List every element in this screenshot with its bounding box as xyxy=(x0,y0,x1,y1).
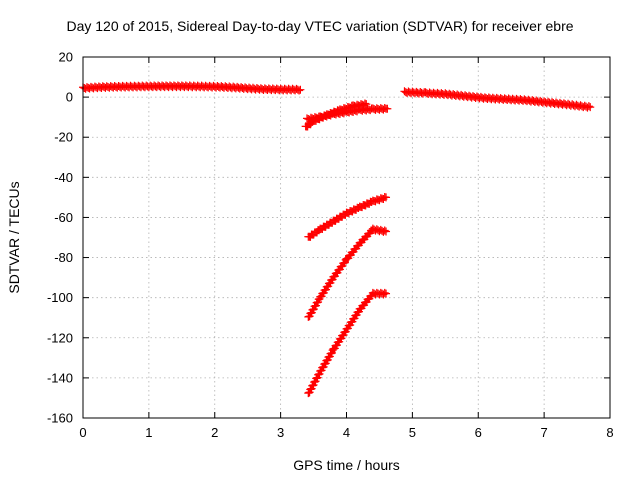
y-axis-label: SDTVAR / TECUs xyxy=(6,181,22,293)
x-tick-label: 1 xyxy=(145,425,152,440)
y-tick-label: -80 xyxy=(54,250,73,265)
data-point xyxy=(382,289,391,298)
y-tick-label: -140 xyxy=(47,370,73,385)
x-tick-label: 7 xyxy=(541,425,548,440)
x-tick-label: 3 xyxy=(277,425,284,440)
y-tick-label: 20 xyxy=(59,50,73,65)
series-6 xyxy=(304,224,391,321)
series-5 xyxy=(304,192,391,241)
y-tick-label: -60 xyxy=(54,210,73,225)
series-3 xyxy=(302,104,392,124)
ticks xyxy=(82,56,611,419)
x-tick-label: 2 xyxy=(211,425,218,440)
y-tick-label: -120 xyxy=(47,330,73,345)
data-point xyxy=(296,85,305,94)
x-axis-label: GPS time / hours xyxy=(293,457,400,473)
data-point xyxy=(380,226,389,235)
data-layer xyxy=(79,81,595,398)
x-tick-label: 6 xyxy=(475,425,482,440)
data-point xyxy=(380,288,389,297)
data-point xyxy=(586,103,595,112)
series-1 xyxy=(79,81,305,95)
y-tick-label: -20 xyxy=(54,130,73,145)
x-tick-label: 5 xyxy=(409,425,416,440)
data-point xyxy=(382,193,391,202)
y-tick-label: -100 xyxy=(47,290,73,305)
series-4 xyxy=(400,87,595,112)
data-point xyxy=(295,86,304,95)
chart-title: Day 120 of 2015, Sidereal Day-to-day VTE… xyxy=(66,18,574,34)
data-point xyxy=(584,102,593,111)
tick-labels: 0 1 2 3 4 5 6 7 8 20 0 -20 -40 -60 -80 -100 -120 -140 -160 xyxy=(47,50,614,441)
data-point xyxy=(382,227,391,236)
x-tick-label: 4 xyxy=(343,425,350,440)
y-tick-label: -40 xyxy=(54,170,73,185)
series-7 xyxy=(304,288,391,398)
x-tick-label: 0 xyxy=(79,425,86,440)
x-tick-label: 8 xyxy=(606,425,613,440)
data-point xyxy=(383,104,392,113)
y-tick-label: -160 xyxy=(47,411,73,426)
y-tick-label: 0 xyxy=(66,90,73,105)
